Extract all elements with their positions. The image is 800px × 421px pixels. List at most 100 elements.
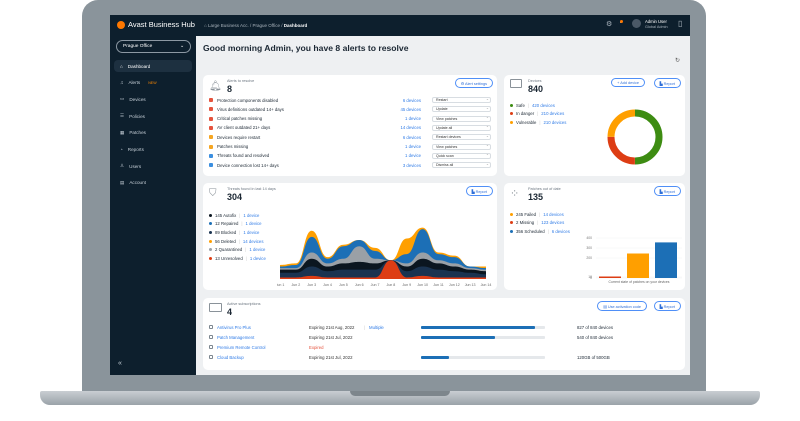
devices-legend-item: Vulnerable | 210 devices — [510, 118, 679, 126]
alert-devices-link[interactable]: 3 devices — [402, 162, 421, 168]
alert-severity-icon — [209, 144, 213, 149]
avatar[interactable] — [632, 19, 641, 28]
devices-link[interactable]: 123 devices — [541, 220, 565, 226]
subscription-icon — [209, 335, 213, 339]
subscription-row: Premium Remote Control Expired — [209, 343, 679, 351]
alert-devices-link[interactable]: 1 device — [404, 116, 421, 122]
devices-link[interactable]: 1 device — [243, 212, 260, 218]
devices-link[interactable]: 14 devices — [543, 211, 564, 217]
alert-devices-link[interactable]: 14 devices — [400, 125, 421, 131]
alert-action-select[interactable]: View patches — [432, 115, 491, 122]
x-tick-label: Jun 6 — [355, 283, 364, 287]
x-tick-label: Jun 8 — [387, 283, 396, 287]
sidebar-item-devices[interactable]: ▭ Devices — [120, 96, 146, 102]
refresh-icon[interactable]: ↻ — [675, 58, 681, 64]
legend-dot — [209, 213, 212, 217]
alert-action-select[interactable]: Update — [432, 106, 491, 113]
patches-legend-item: 356 Scheduled | 6 devices — [510, 227, 679, 235]
subscriptions-report-button[interactable]: ▙ Report — [653, 301, 681, 311]
logo: Avast Business Hub — [117, 20, 195, 29]
threats-legend-item: 12 Repaired | 1 device — [209, 220, 491, 228]
devices-report-button[interactable]: ▙ Report — [653, 78, 681, 88]
laptop-base — [40, 391, 760, 405]
devices-link[interactable]: 14 devices — [242, 238, 264, 244]
policies-icon: ☰ — [120, 113, 125, 119]
devices-link[interactable]: 210 devices — [543, 119, 567, 125]
devices-link[interactable]: 6 devices — [551, 228, 570, 234]
usage-bar — [421, 356, 545, 359]
devices-link[interactable]: 1 device — [243, 229, 260, 235]
patches-report-button[interactable]: ▙ Report — [653, 186, 681, 196]
alert-action-select[interactable]: Dismiss all — [432, 162, 491, 169]
double-chevron-left-icon[interactable]: « — [118, 360, 122, 367]
devices-switch-icon[interactable]: ▯ — [678, 19, 683, 28]
devices-count: 840 — [528, 84, 544, 94]
notifications-icon[interactable]: ◔ — [618, 20, 624, 27]
sidebar-item-users[interactable]: ♙ Users — [120, 163, 142, 169]
devices-link[interactable]: 210 devices — [541, 111, 565, 117]
breadcrumb: ⌂ Large Business Acc. / Prague Office / … — [204, 23, 308, 28]
add-device-button[interactable]: + Add device — [611, 78, 645, 87]
alert-devices-link[interactable]: 6 devices — [402, 134, 421, 140]
devices-link[interactable]: 420 devices — [531, 102, 555, 108]
subscriptions-label: Active subscriptions — [227, 302, 261, 306]
alert-settings-button[interactable]: ⚙ Alert settings — [454, 78, 493, 88]
alerts-count: 8 — [227, 84, 233, 94]
alert-devices-link[interactable]: 6 devices — [402, 97, 421, 103]
multiple-link[interactable]: Multiple — [369, 324, 384, 330]
alert-action-select[interactable]: View patches — [432, 143, 491, 150]
x-tick-label: Jun 7 — [371, 283, 380, 287]
subscriptions-count: 4 — [227, 307, 233, 317]
threats-legend-item: 2 Quarantined | 1 device — [209, 246, 491, 254]
usage-bar — [421, 326, 545, 329]
devices-donut-chart — [607, 109, 663, 165]
alert-action-select[interactable]: Update all — [432, 124, 491, 131]
x-tick-label: Jun 3 — [307, 283, 316, 287]
alert-devices-link[interactable]: 45 devices — [400, 106, 421, 112]
x-tick-label: Jun 2 — [291, 283, 300, 287]
legend-dot — [510, 120, 513, 124]
threats-count: 304 — [227, 192, 243, 202]
devices-link[interactable]: 1 device — [249, 256, 266, 261]
subscription-status: Expiring 21st Jul, 2022 — [309, 334, 353, 340]
top-bar: ⌂ Large Business Acc. / Prague Office / … — [196, 15, 690, 36]
x-tick-label: Jun 14 — [481, 283, 492, 287]
credit-card-icon — [209, 303, 222, 312]
devices-link[interactable]: 1 device — [245, 221, 262, 227]
subscription-icon — [209, 345, 213, 349]
devices-label: Devices — [528, 79, 542, 83]
alert-row: Threats found and resolved 1 device Quic… — [209, 152, 491, 160]
patches-legend-item: 2 Missing | 123 devices — [510, 219, 679, 227]
alert-action-select[interactable]: Quick scan — [432, 152, 491, 159]
office-selector[interactable]: Prague Office ⌄ — [116, 40, 191, 53]
sidebar-item-account[interactable]: ▤ Account — [120, 179, 146, 186]
sidebar-item-dashboard[interactable]: ⌂ Dashboard — [114, 60, 192, 72]
devices-link[interactable]: 1 device — [249, 247, 266, 253]
gear-icon[interactable]: ⚙ — [606, 21, 613, 28]
alert-severity-icon — [209, 125, 213, 130]
alert-severity-icon — [209, 107, 213, 112]
sidebar-item-reports[interactable]: ◔ Reports — [120, 147, 144, 152]
legend-dot — [510, 112, 513, 116]
alert-action-select[interactable]: Restart — [432, 97, 491, 103]
subscriptions-card: Active subscriptions 4 ▤ Use activation … — [203, 298, 685, 370]
sidebar-item-alerts[interactable]: ♫ Alerts NEW — [120, 80, 157, 86]
devices-legend-item: Safe | 420 devices — [510, 101, 679, 109]
patches-count: 135 — [528, 192, 544, 202]
threats-report-button[interactable]: ▙ Report — [465, 186, 493, 196]
alert-action-select[interactable]: Restart devices — [432, 134, 491, 141]
bar-missing — [599, 276, 621, 278]
bar-chart-icon: ▙ — [659, 81, 664, 86]
sidebar-item-patches[interactable]: ▦ Patches — [120, 129, 146, 136]
user-name[interactable]: Admin User — [645, 19, 667, 24]
area-unresolved — [280, 260, 486, 279]
subscription-status: Expiring 21st Jul, 2022 — [309, 354, 353, 360]
home-icon: ⌂ — [120, 63, 123, 69]
activation-code-button[interactable]: ▤ Use activation code — [597, 301, 647, 311]
usage-text: 120GB of 500GB — [577, 354, 610, 360]
alert-devices-link[interactable]: 1 device — [404, 153, 421, 159]
sidebar-item-policies[interactable]: ☰ Policies — [120, 113, 145, 119]
alert-devices-link[interactable]: 1 device — [404, 144, 421, 149]
alert-row: AV client outdated 21+ days 14 devices U… — [209, 124, 491, 132]
patches-legend-item: 245 Failed | 14 devices — [510, 210, 679, 218]
